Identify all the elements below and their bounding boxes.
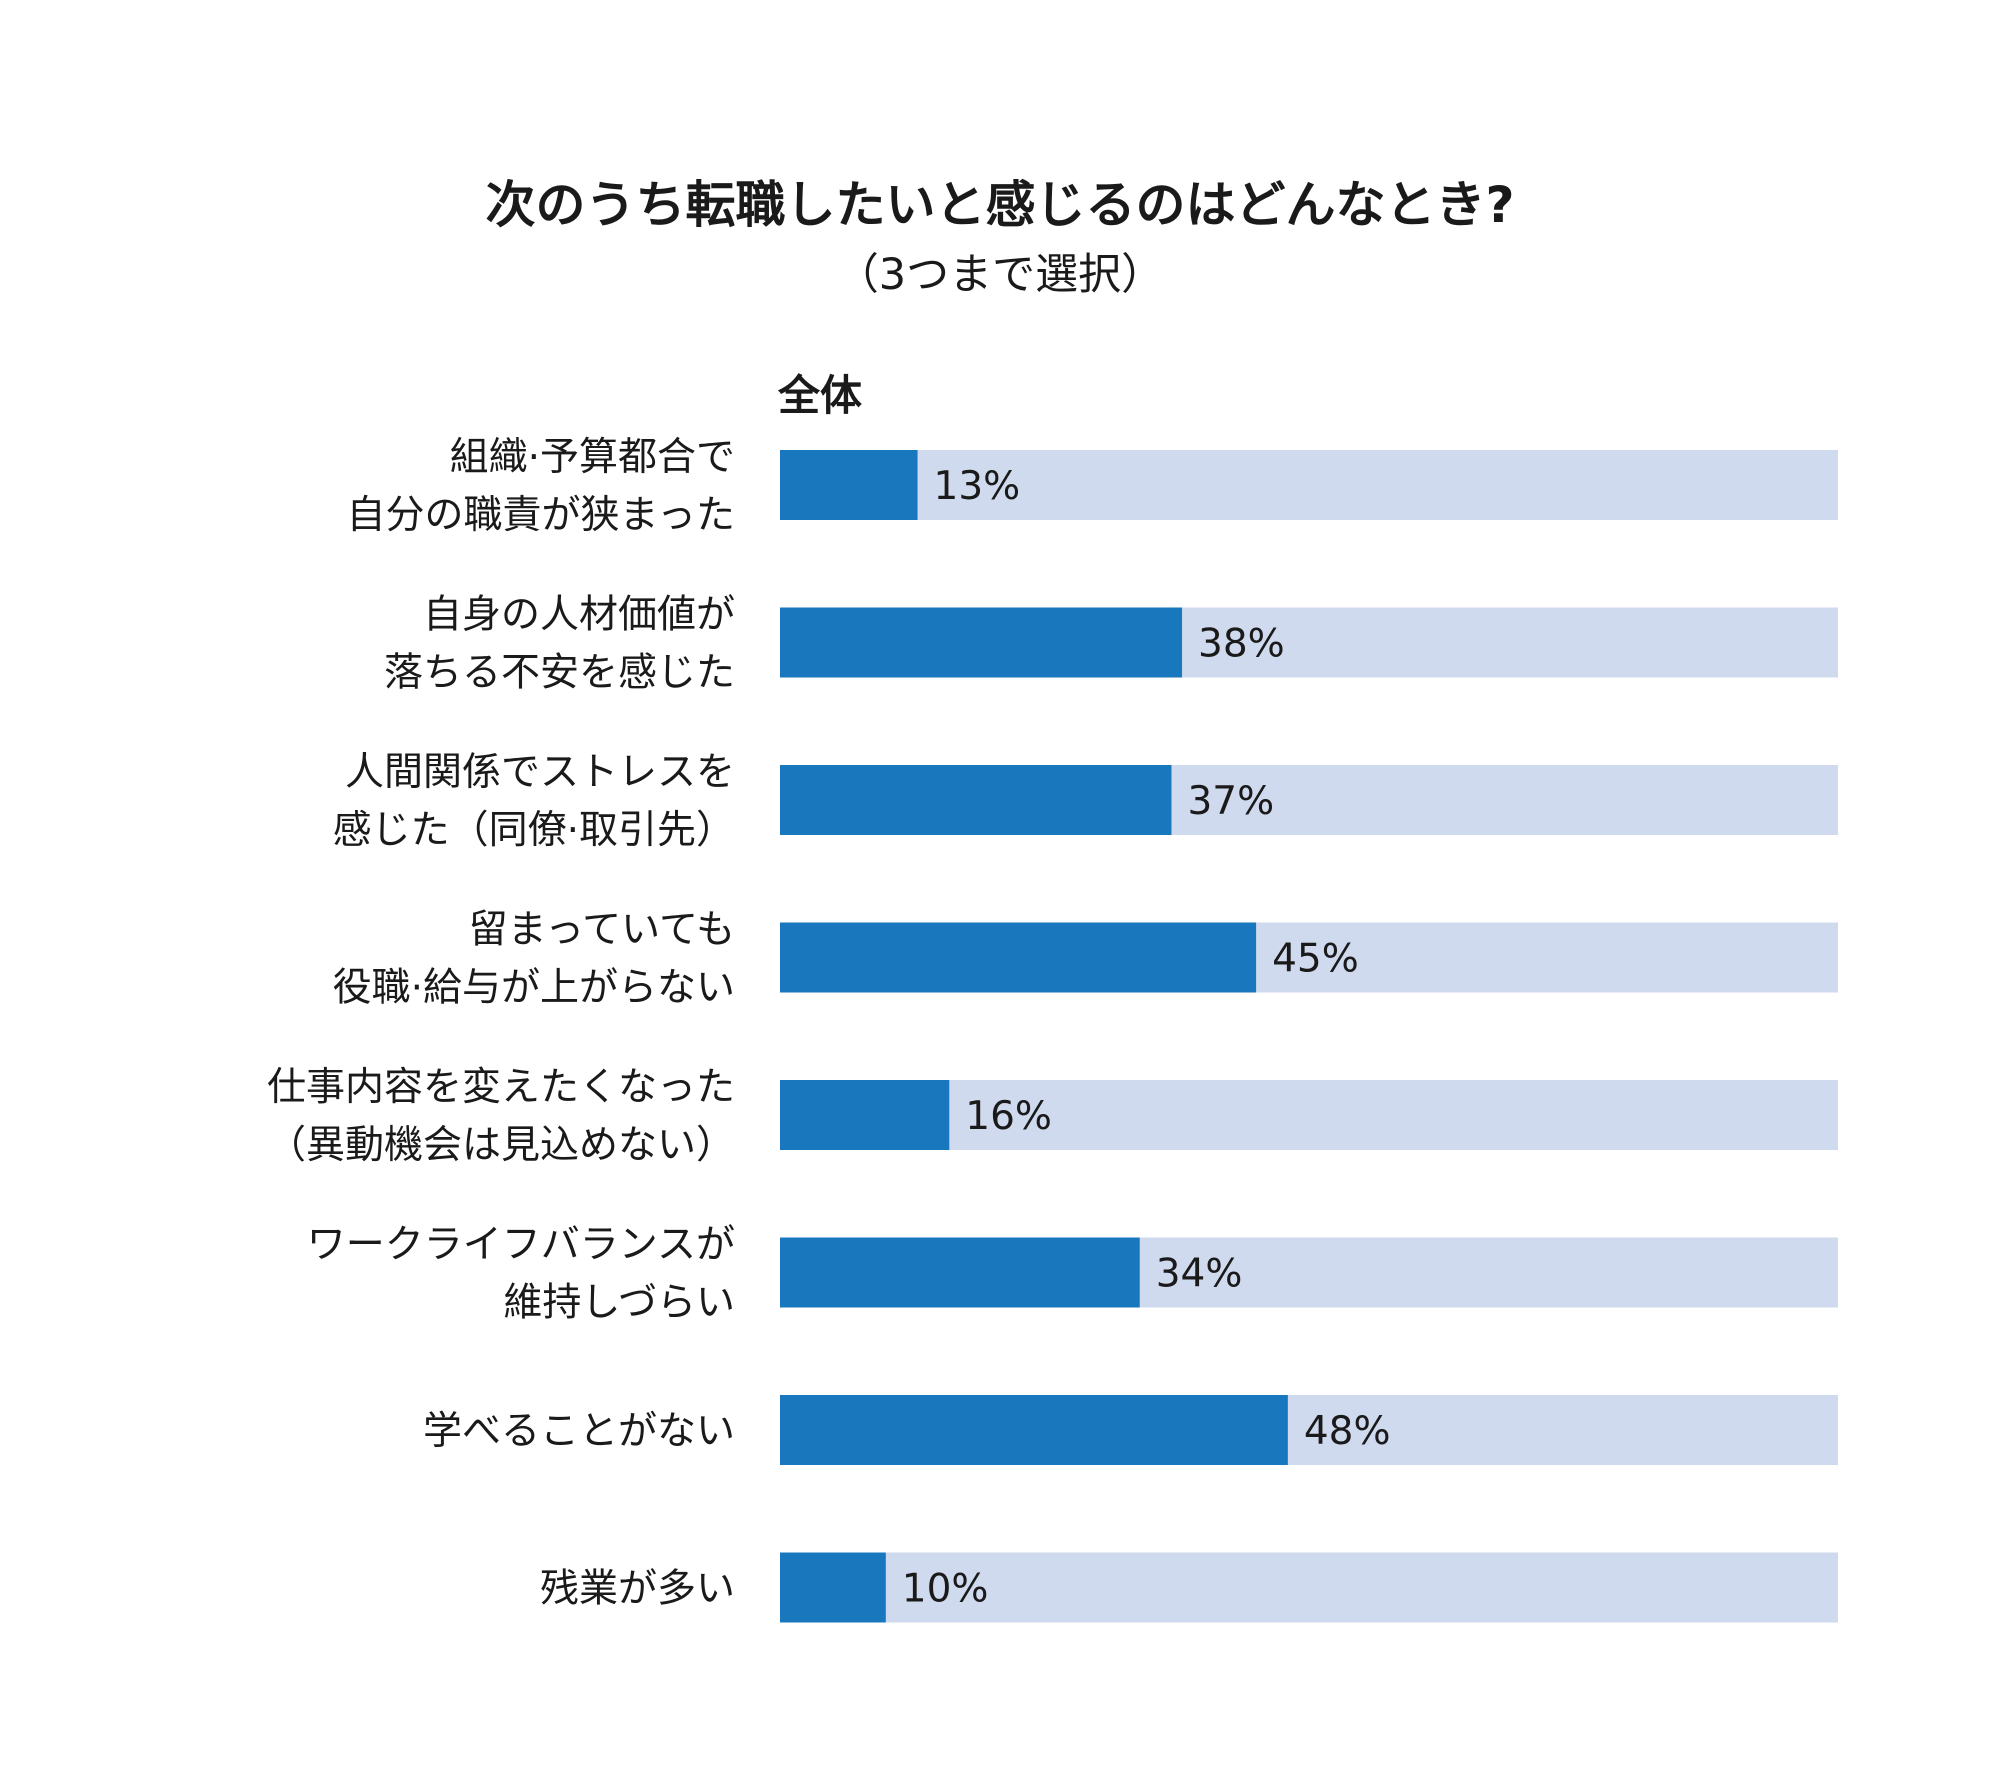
bar-track [780, 1552, 1838, 1623]
category-label: 残業が多い [540, 1567, 735, 1612]
category-label: 維持しづらい [503, 1281, 735, 1326]
value-label: 45% [1272, 937, 1359, 982]
category-label: （異動機会は見込めない） [267, 1123, 735, 1168]
bar [780, 1395, 1288, 1465]
value-label: 10% [902, 1567, 989, 1612]
category-label: 人間関係でストレスを [345, 750, 735, 795]
bar [780, 1237, 1140, 1308]
category-label: 感じた（同僚·取引先） [333, 808, 735, 853]
value-label: 13% [934, 464, 1021, 509]
bar [780, 607, 1183, 678]
category-label: 役職·給与が上がらない [333, 966, 735, 1011]
category-label: ワークライフバランスが [307, 1223, 735, 1268]
bar [780, 1080, 950, 1150]
category-label: 留まっていても [469, 908, 735, 953]
bar [780, 450, 918, 520]
bar [780, 922, 1257, 993]
category-label: 自分の職責が狭まった [347, 493, 735, 538]
category-label: 落ちる不安を感じた [384, 651, 735, 696]
chart-subtitle: （3つまで選択） [835, 250, 1165, 300]
series-label: 全体 [778, 371, 863, 420]
category-label: 学べることがない [423, 1409, 735, 1454]
value-label: 34% [1156, 1252, 1243, 1297]
value-label: 16% [965, 1094, 1052, 1139]
value-label: 38% [1198, 622, 1285, 667]
bar [780, 765, 1172, 835]
value-label: 48% [1304, 1409, 1391, 1454]
bar [780, 1552, 886, 1623]
bar-track [780, 1080, 1838, 1150]
value-label: 37% [1187, 779, 1274, 824]
category-label: 組織·予算都合で [450, 435, 735, 480]
category-label: 仕事内容を変えたくなった [267, 1065, 735, 1110]
category-label: 自身の人材価値が [423, 593, 735, 638]
bar-track [780, 450, 1838, 520]
chart-title: 次のうち転職したいと感じるのはどんなとき? [485, 176, 1515, 234]
